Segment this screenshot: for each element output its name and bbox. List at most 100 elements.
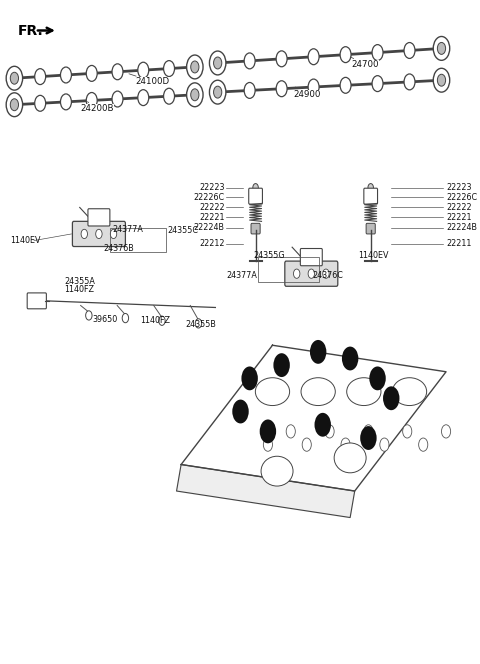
FancyBboxPatch shape [251,223,260,234]
Text: 39650: 39650 [92,315,117,324]
Text: 24355G: 24355G [253,252,285,260]
Circle shape [35,68,46,84]
Circle shape [403,425,412,438]
Ellipse shape [301,378,336,406]
Circle shape [138,90,149,106]
Text: 22223: 22223 [446,183,471,192]
FancyBboxPatch shape [366,223,375,234]
Text: 22224B: 22224B [193,224,225,232]
Text: 24355B: 24355B [186,320,216,329]
Circle shape [6,66,23,90]
Text: 22224B: 22224B [446,224,477,232]
Circle shape [85,311,92,320]
Text: 24900: 24900 [293,87,321,100]
Circle shape [86,66,97,82]
Circle shape [60,67,72,83]
Circle shape [340,46,351,62]
Circle shape [187,83,203,107]
Circle shape [212,55,223,71]
Text: 24355A: 24355A [65,278,96,286]
Circle shape [253,183,258,191]
Circle shape [360,426,377,450]
Circle shape [9,97,20,113]
Circle shape [436,41,447,56]
Circle shape [260,420,276,444]
FancyBboxPatch shape [88,208,110,226]
Circle shape [112,64,123,80]
Text: 24700: 24700 [350,57,379,69]
Circle shape [191,61,199,73]
Circle shape [276,51,287,67]
Circle shape [10,99,19,111]
Circle shape [380,438,389,452]
Text: 22211: 22211 [446,240,471,248]
Circle shape [364,425,373,438]
Circle shape [310,340,326,364]
Circle shape [404,42,415,58]
Text: 24377A: 24377A [113,225,144,234]
Circle shape [6,93,23,117]
Circle shape [209,51,226,75]
Circle shape [286,425,295,438]
Circle shape [341,438,350,452]
Text: 22221: 22221 [199,213,225,222]
Ellipse shape [261,456,293,486]
Circle shape [433,37,450,60]
Circle shape [112,91,123,107]
Circle shape [96,229,102,238]
Circle shape [195,319,202,328]
FancyBboxPatch shape [72,221,125,246]
Text: 22222: 22222 [199,203,225,212]
Circle shape [302,438,312,452]
Text: 24355C: 24355C [168,226,198,235]
Text: 22223: 22223 [199,183,225,192]
Circle shape [437,42,445,54]
Circle shape [368,183,373,191]
Text: 22221: 22221 [446,213,471,222]
Circle shape [212,84,223,100]
Circle shape [241,367,258,390]
Circle shape [189,59,200,75]
Ellipse shape [334,443,366,473]
Circle shape [323,269,329,278]
Ellipse shape [255,378,289,406]
Circle shape [293,269,300,278]
Circle shape [232,400,249,424]
Circle shape [437,74,445,86]
Circle shape [209,80,226,104]
Circle shape [244,53,255,69]
Circle shape [214,57,222,69]
Circle shape [35,96,46,112]
Circle shape [276,81,287,97]
Text: 24200B: 24200B [81,102,114,113]
Polygon shape [181,345,446,491]
Circle shape [81,229,87,238]
Polygon shape [177,465,355,517]
Text: 22226C: 22226C [193,193,225,202]
Text: 1140EV: 1140EV [358,252,388,260]
Text: 22226C: 22226C [446,193,477,202]
Circle shape [383,386,399,410]
Text: 24376B: 24376B [104,244,134,253]
Text: 22222: 22222 [446,203,472,212]
Circle shape [164,88,175,104]
Circle shape [372,44,383,60]
Circle shape [436,72,447,88]
Circle shape [214,86,222,98]
Circle shape [191,89,199,101]
Circle shape [60,94,72,110]
Circle shape [189,87,200,103]
Circle shape [244,82,255,98]
Ellipse shape [347,378,381,406]
Circle shape [187,55,203,79]
Ellipse shape [392,378,427,406]
Circle shape [404,74,415,90]
Circle shape [369,367,386,390]
Circle shape [442,425,451,438]
Text: 1140FZ: 1140FZ [65,286,95,294]
Circle shape [110,229,117,238]
Circle shape [433,68,450,92]
Text: 1140EV: 1140EV [10,236,40,245]
Text: 24377A: 24377A [227,271,257,280]
Circle shape [9,70,20,86]
